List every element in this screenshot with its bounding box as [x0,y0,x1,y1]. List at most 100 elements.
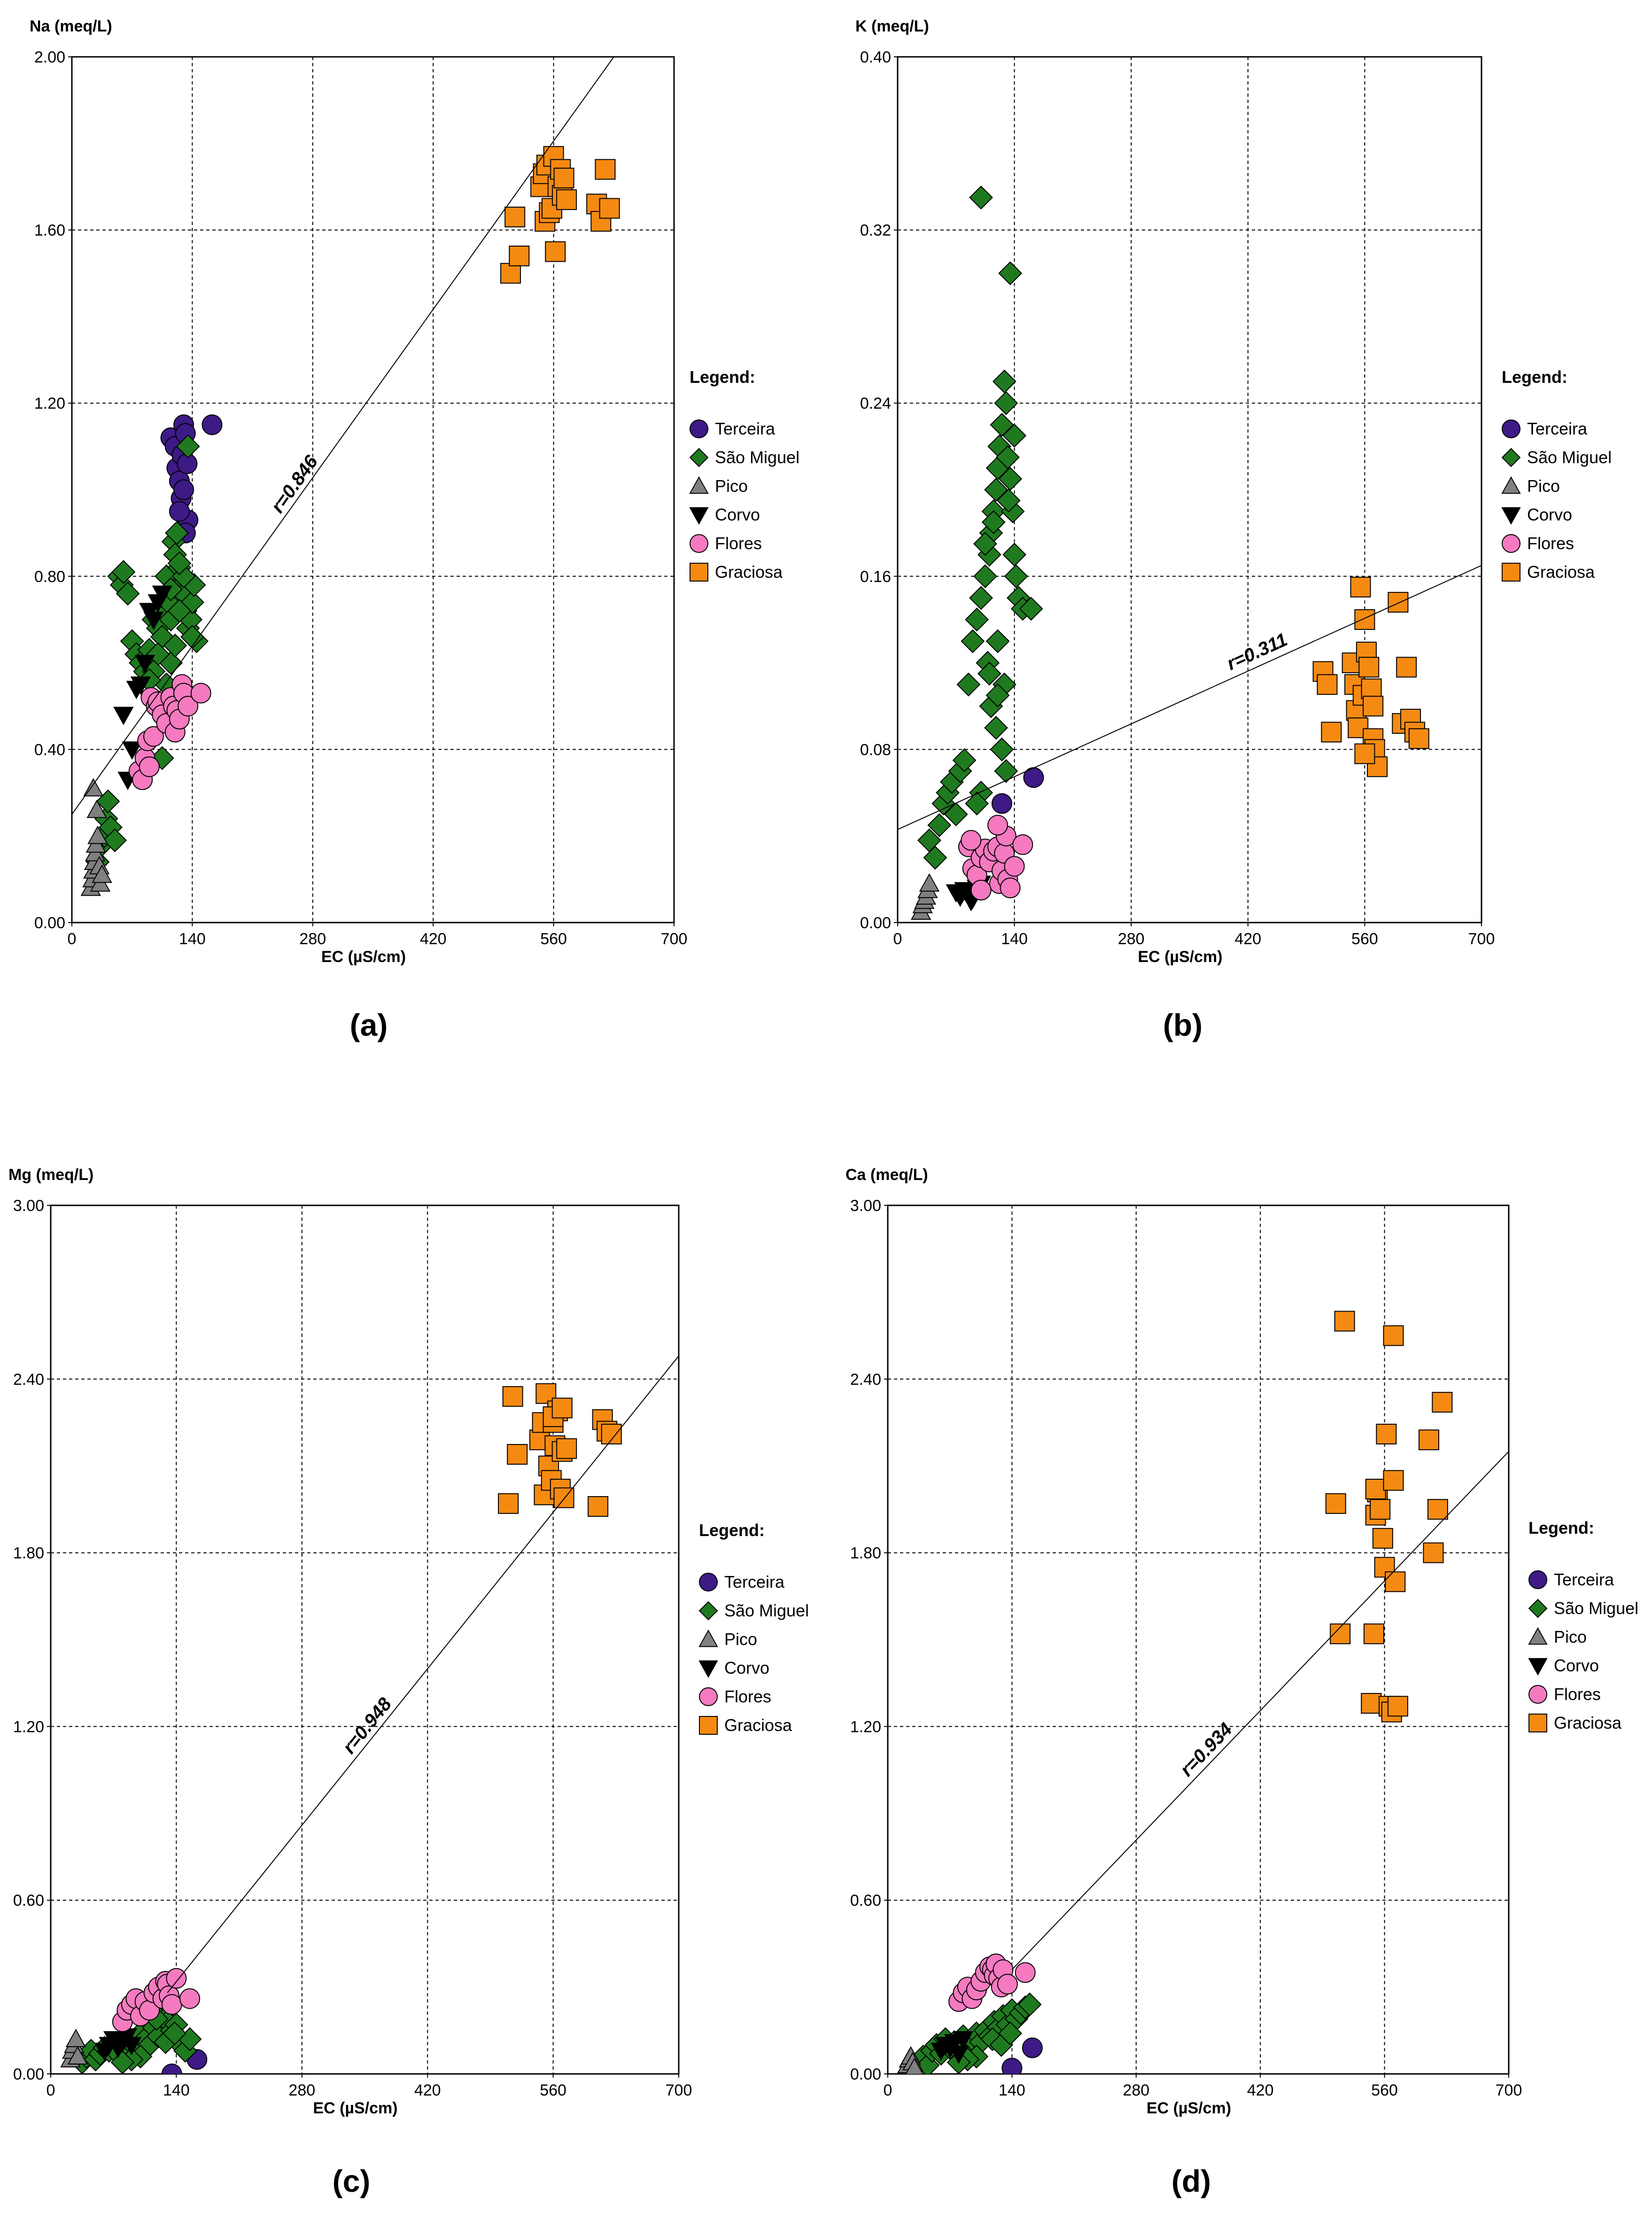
point-s-o-miguel [163,633,187,658]
point-graciosa [1427,1499,1448,1520]
point-s-o-miguel [110,2050,135,2074]
legend-marker [1501,507,1521,525]
point-graciosa [1363,1623,1384,1645]
point-corvo [152,585,172,604]
x-tick-label: 560 [540,2081,566,2099]
point-flores [139,756,160,777]
legend-marker [698,1629,718,1647]
point-s-o-miguel [985,629,1010,653]
legend-marker [1502,534,1520,553]
point-graciosa [1363,696,1384,717]
panel-caption: (d) [1171,2164,1211,2198]
legend-label: Terceira [1527,419,1588,438]
legend: Legend: Terceira São Miguel Pico Corvo Flores… [689,367,799,582]
legend-marker [699,1716,718,1735]
point-s-o-miguel [965,792,989,816]
x-tick-label: 0 [884,2081,892,2099]
panel-caption: (b) [1163,1008,1202,1042]
legend-marker [1528,1570,1547,1589]
y-axis-label: K (meq/L) [855,17,929,35]
legend-marker [699,1687,718,1706]
regression-line [898,565,1481,830]
legend-marker [1528,1685,1547,1704]
point-s-o-miguel [995,445,1020,469]
point-s-o-miguel [1002,423,1027,448]
point-s-o-miguel [1002,543,1027,567]
y-tick-label: 0.60 [13,1892,44,1910]
point-s-o-miguel [163,2021,186,2046]
point-s-o-miguel [984,478,1008,502]
y-axis-label: Ca (meq/L) [845,1166,928,1184]
point-s-o-miguel [990,737,1014,761]
point-s-o-miguel [167,599,192,623]
point-s-o-miguel [111,560,136,584]
regression-group [167,1355,679,1994]
point-corvo [121,2037,142,2056]
y-tick-label: 1.20 [850,1718,881,1736]
point-s-o-miguel [998,2021,1023,2046]
point-graciosa [1387,1696,1408,1717]
x-tick-label: 700 [1496,2081,1522,2099]
regression-label: r=0.948 [339,1693,396,1758]
x-tick-label: 140 [1001,930,1028,948]
point-graciosa [1396,657,1417,678]
point-graciosa [504,206,526,227]
legend-marker [1501,448,1521,467]
point-s-o-miguel [1017,1992,1042,2017]
regression-group [898,565,1481,830]
y-tick-label: 1.80 [13,1545,44,1562]
point-graciosa [1365,1479,1386,1500]
x-tick-label: 280 [299,930,326,948]
y-tick-label: 1.20 [34,395,65,412]
legend-marker [699,1573,718,1591]
point-s-o-miguel [923,846,947,870]
y-tick-label: 2.40 [850,1371,881,1389]
legend-label: São Miguel [715,448,799,467]
legend-label: São Miguel [724,1601,809,1620]
data-points [897,1311,1453,2074]
point-pico [87,825,108,844]
point-pico [83,778,104,797]
legend-marker [689,476,709,494]
point-corvo [113,706,134,725]
y-tick-label: 0.00 [850,2065,881,2083]
legend-label: São Miguel [1554,1599,1638,1618]
point-s-o-miguel [180,625,204,649]
point-flores [1004,856,1025,877]
y-tick-label: 0.40 [34,741,65,759]
y-tick-label: 0.16 [860,568,891,586]
x-tick-label: 700 [661,930,688,948]
x-tick-label: 700 [1468,930,1495,948]
x-tick-label: 560 [540,930,567,948]
x-tick-label: 0 [68,930,77,948]
point-pico [905,2057,923,2074]
y-axis-label: Mg (meq/L) [8,1166,93,1184]
point-graciosa [595,159,616,180]
point-flores [961,830,982,851]
point-s-o-miguel [990,412,1014,437]
point-graciosa [1325,1493,1346,1514]
x-tick-label: 700 [666,2081,692,2099]
point-terceira [161,2064,182,2074]
point-graciosa [509,245,530,266]
point-graciosa [1383,1470,1404,1491]
legend: Legend: Terceira São Miguel Pico Corvo Flores… [1501,367,1612,582]
point-s-o-miguel [994,391,1018,415]
point-graciosa [553,168,574,189]
legend-marker [698,1660,718,1678]
legend-marker [1528,1714,1547,1732]
point-flores [178,696,199,717]
point-graciosa [1361,678,1382,699]
point-s-o-miguel [1004,564,1028,589]
y-axis-label: Na (meq/L) [30,17,112,35]
legend-marker [1501,476,1521,494]
legend-marker [690,563,708,582]
legend-title: Legend: [699,1521,765,1540]
x-axis-label: EC (µS/cm) [313,2099,397,2117]
point-flores [1012,834,1033,855]
point-flores [161,1994,182,2015]
point-pico [65,2028,86,2048]
y-tick-label: 2.00 [34,48,65,66]
x-tick-label: 420 [1234,930,1261,948]
